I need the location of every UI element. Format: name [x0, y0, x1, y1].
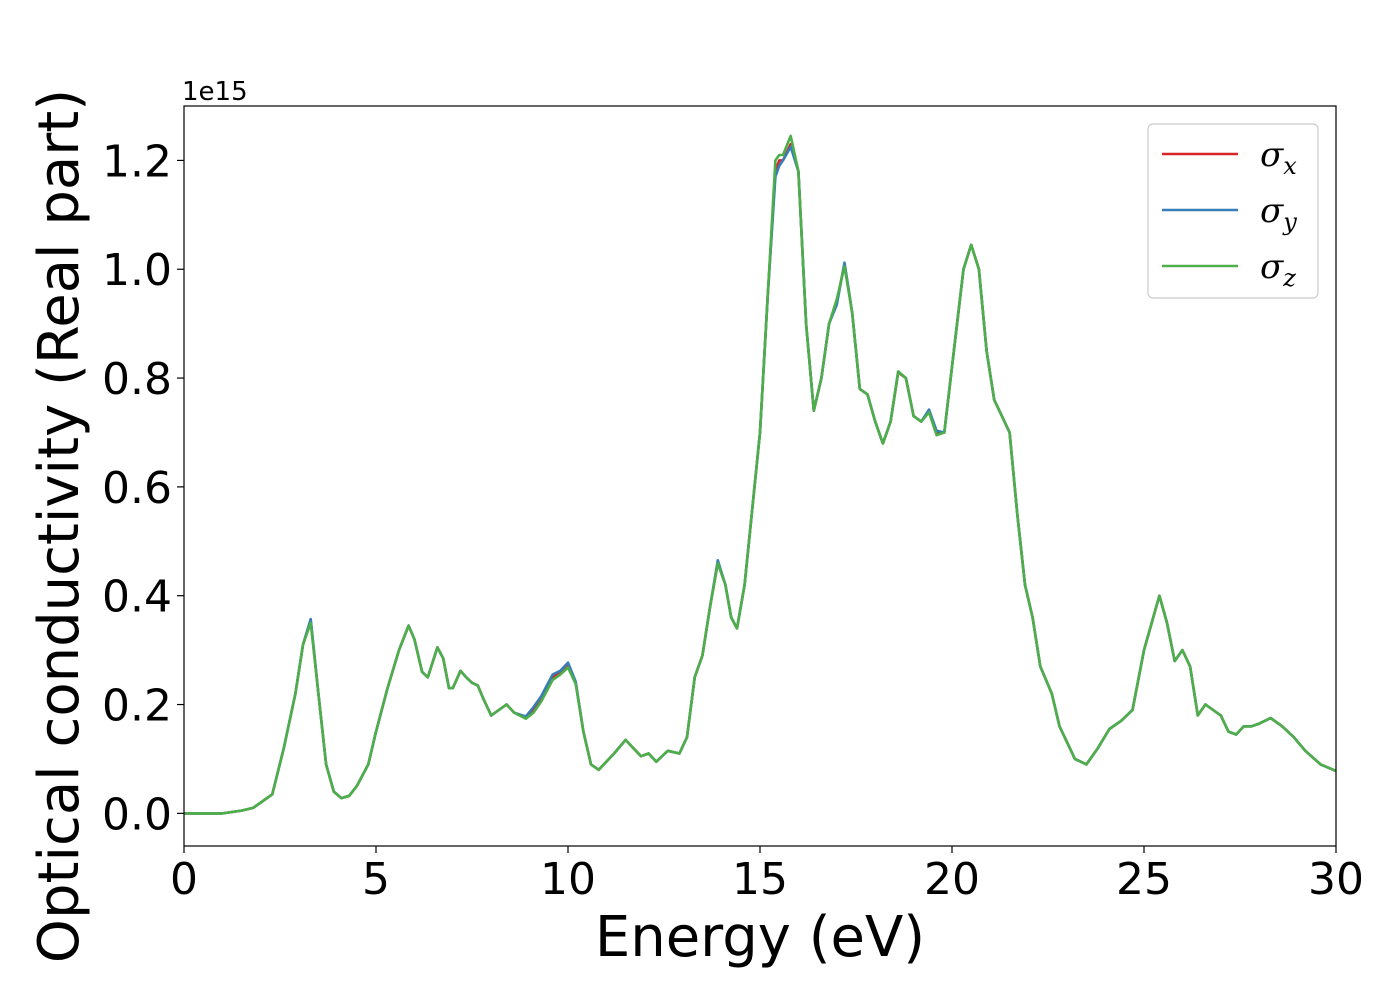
x-tick-label: 0	[170, 854, 198, 905]
legend-label-x: σx	[1260, 135, 1297, 180]
y-tick-label: 0.0	[102, 789, 172, 840]
x-tick-label: 15	[732, 854, 788, 905]
y-tick-label: 1.2	[102, 136, 172, 187]
legend: σx σy σz	[1147, 123, 1319, 299]
y-tick-label: 0.6	[102, 463, 172, 514]
y-axis-offset-label: 1e15	[182, 77, 248, 107]
legend-label-z: σz	[1260, 247, 1296, 292]
y-tick-label: 0.8	[102, 354, 172, 405]
legend-label-y: σy	[1260, 191, 1297, 236]
y-tick-label: 0.4	[102, 572, 172, 623]
x-tick-label: 20	[924, 854, 980, 905]
x-tick-label: 25	[1116, 854, 1172, 905]
y-axis-ticks: 0.0 0.2 0.4 0.6 0.8 1.0 1.2	[102, 136, 184, 840]
x-tick-label: 5	[362, 854, 390, 905]
series-line-z	[184, 134, 1337, 815]
x-axis-label: Energy (eV)	[595, 905, 925, 970]
x-tick-label: 10	[540, 854, 596, 905]
x-axis-ticks: 0 5 10 15 20 25 30	[170, 846, 1364, 905]
y-tick-label: 1.0	[102, 245, 172, 296]
series-lines	[184, 134, 1337, 815]
x-tick-label: 30	[1308, 854, 1364, 905]
y-axis-label: Optical conductivity (Real part)	[27, 89, 92, 963]
y-tick-label: 0.2	[102, 681, 172, 732]
